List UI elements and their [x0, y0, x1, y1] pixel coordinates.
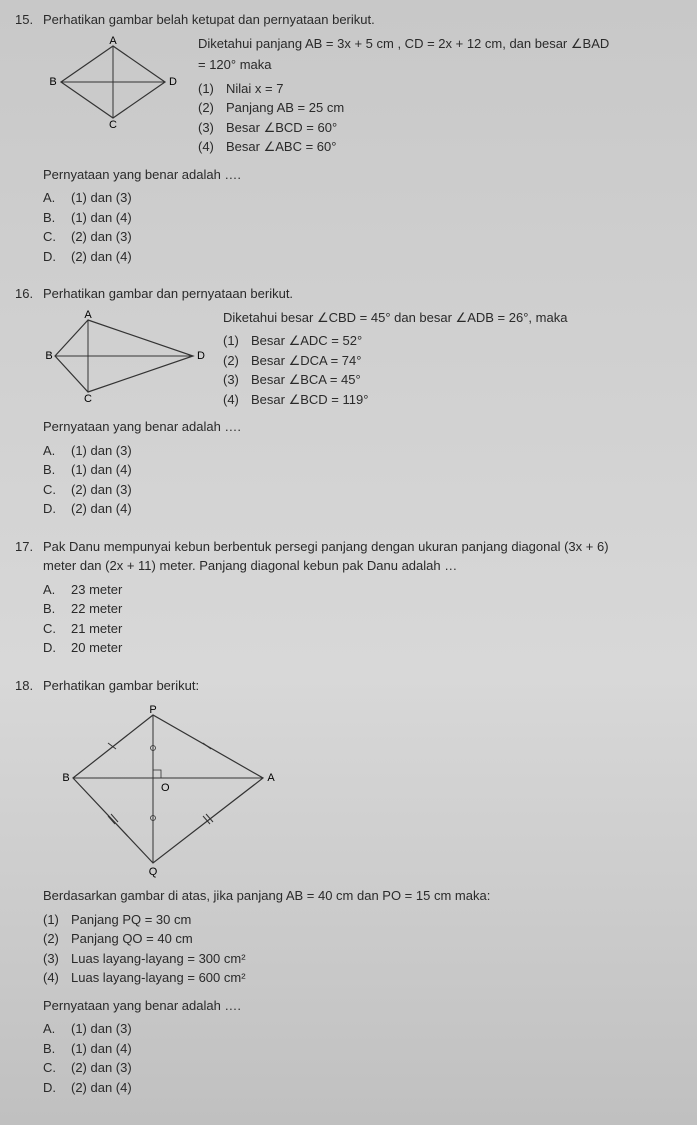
label-Q: Q — [149, 866, 158, 878]
q17-c: 21 meter — [71, 619, 122, 639]
q15-given2: = 120° maka — [198, 55, 682, 75]
q18-a: (1) dan (3) — [71, 1019, 132, 1039]
question-15: 15. Perhatikan gambar belah ketupat dan … — [15, 10, 682, 266]
q15-cL: C. — [43, 227, 71, 247]
q18-s1: Panjang PQ = 30 cm — [71, 910, 191, 930]
label-B: B — [45, 350, 52, 362]
label-A: A — [109, 35, 117, 47]
q15-s3: Besar ∠BCD = 60° — [226, 118, 337, 138]
q16-s4n: (4) — [223, 390, 251, 410]
q16-a: (1) dan (3) — [71, 441, 132, 461]
q16-dL: D. — [43, 499, 71, 519]
q15-given1: Diketahui panjang AB = 3x + 5 cm , CD = … — [198, 34, 682, 54]
q16-s2n: (2) — [223, 351, 251, 371]
q15-c: (2) dan (3) — [71, 227, 132, 247]
q17-b: 22 meter — [71, 599, 122, 619]
q18-s3: Luas layang-layang = 300 cm² — [71, 949, 246, 969]
q18-s1n: (1) — [43, 910, 71, 930]
label-D: D — [169, 76, 177, 88]
q15-number: 15. — [15, 10, 43, 30]
q15-intro: Perhatikan gambar belah ketupat dan pern… — [43, 10, 682, 30]
q17-line1: Pak Danu mempunyai kebun berbentuk perse… — [43, 537, 682, 557]
label-A: A — [267, 772, 275, 784]
q16-bL: B. — [43, 460, 71, 480]
q16-prompt: Pernyataan yang benar adalah …. — [43, 417, 682, 437]
q15-s2: Panjang AB = 25 cm — [226, 98, 344, 118]
question-16: 16. Perhatikan gambar dan pernyataan ber… — [15, 284, 682, 519]
label-D: D — [197, 350, 205, 362]
q17-bL: B. — [43, 599, 71, 619]
q15-s1n: (1) — [198, 79, 226, 99]
label-A: A — [84, 309, 92, 321]
q18-dL: D. — [43, 1078, 71, 1098]
label-C: C — [84, 393, 92, 403]
q16-aL: A. — [43, 441, 71, 461]
q15-s4: Besar ∠ABC = 60° — [226, 137, 336, 157]
q16-s1n: (1) — [223, 331, 251, 351]
q16-s3n: (3) — [223, 370, 251, 390]
q17-a: 23 meter — [71, 580, 122, 600]
q16-s2: Besar ∠DCA = 74° — [251, 351, 361, 371]
q15-diagram: A B C D — [43, 34, 183, 129]
q15-s2n: (2) — [198, 98, 226, 118]
q18-number: 18. — [15, 676, 43, 696]
label-B: B — [49, 76, 56, 88]
q18-s2: Panjang QO = 40 cm — [71, 929, 193, 949]
q18-aL: A. — [43, 1019, 71, 1039]
q16-s1: Besar ∠ADC = 52° — [251, 331, 362, 351]
question-17: 17. Pak Danu mempunyai kebun berbentuk p… — [15, 537, 682, 658]
q15-b: (1) dan (4) — [71, 208, 132, 228]
q18-intro: Perhatikan gambar berikut: — [43, 676, 682, 696]
q16-given: Diketahui besar ∠CBD = 45° dan besar ∠AD… — [223, 308, 682, 328]
q17-number: 17. — [15, 537, 43, 557]
q18-cL: C. — [43, 1058, 71, 1078]
q17-aL: A. — [43, 580, 71, 600]
q15-a: (1) dan (3) — [71, 188, 132, 208]
q16-s4: Besar ∠BCD = 119° — [251, 390, 368, 410]
q15-s4n: (4) — [198, 137, 226, 157]
q18-s2n: (2) — [43, 929, 71, 949]
q15-prompt: Pernyataan yang benar adalah …. — [43, 165, 682, 185]
q16-number: 16. — [15, 284, 43, 304]
label-P: P — [149, 704, 156, 716]
q18-d: (2) dan (4) — [71, 1078, 132, 1098]
q15-d: (2) dan (4) — [71, 247, 132, 267]
q16-cL: C. — [43, 480, 71, 500]
q15-s1: Nilai x = 7 — [226, 79, 283, 99]
q17-cL: C. — [43, 619, 71, 639]
q16-b: (1) dan (4) — [71, 460, 132, 480]
label-C: C — [109, 119, 117, 129]
question-18: 18. Perhatikan gambar berikut: — [15, 676, 682, 1098]
q15-dL: D. — [43, 247, 71, 267]
q16-diagram: A B C D — [43, 308, 208, 403]
q16-c: (2) dan (3) — [71, 480, 132, 500]
q18-diagram: P B A O Q — [58, 703, 682, 878]
q18-s3n: (3) — [43, 949, 71, 969]
q15-aL: A. — [43, 188, 71, 208]
q15-bL: B. — [43, 208, 71, 228]
q16-intro: Perhatikan gambar dan pernyataan berikut… — [43, 284, 682, 304]
q17-dL: D. — [43, 638, 71, 658]
q18-s4n: (4) — [43, 968, 71, 988]
q18-c: (2) dan (3) — [71, 1058, 132, 1078]
q18-bL: B. — [43, 1039, 71, 1059]
q17-line2: meter dan (2x + 11) meter. Panjang diago… — [43, 556, 682, 576]
q18-s4: Luas layang-layang = 600 cm² — [71, 968, 246, 988]
label-B: B — [62, 772, 69, 784]
q18-b: (1) dan (4) — [71, 1039, 132, 1059]
q18-prompt2: Berdasarkan gambar di atas, jika panjang… — [43, 886, 682, 906]
q16-d: (2) dan (4) — [71, 499, 132, 519]
q16-s3: Besar ∠BCA = 45° — [251, 370, 361, 390]
label-O: O — [161, 782, 170, 794]
q15-s3n: (3) — [198, 118, 226, 138]
q17-d: 20 meter — [71, 638, 122, 658]
q18-prompt: Pernyataan yang benar adalah …. — [43, 996, 682, 1016]
